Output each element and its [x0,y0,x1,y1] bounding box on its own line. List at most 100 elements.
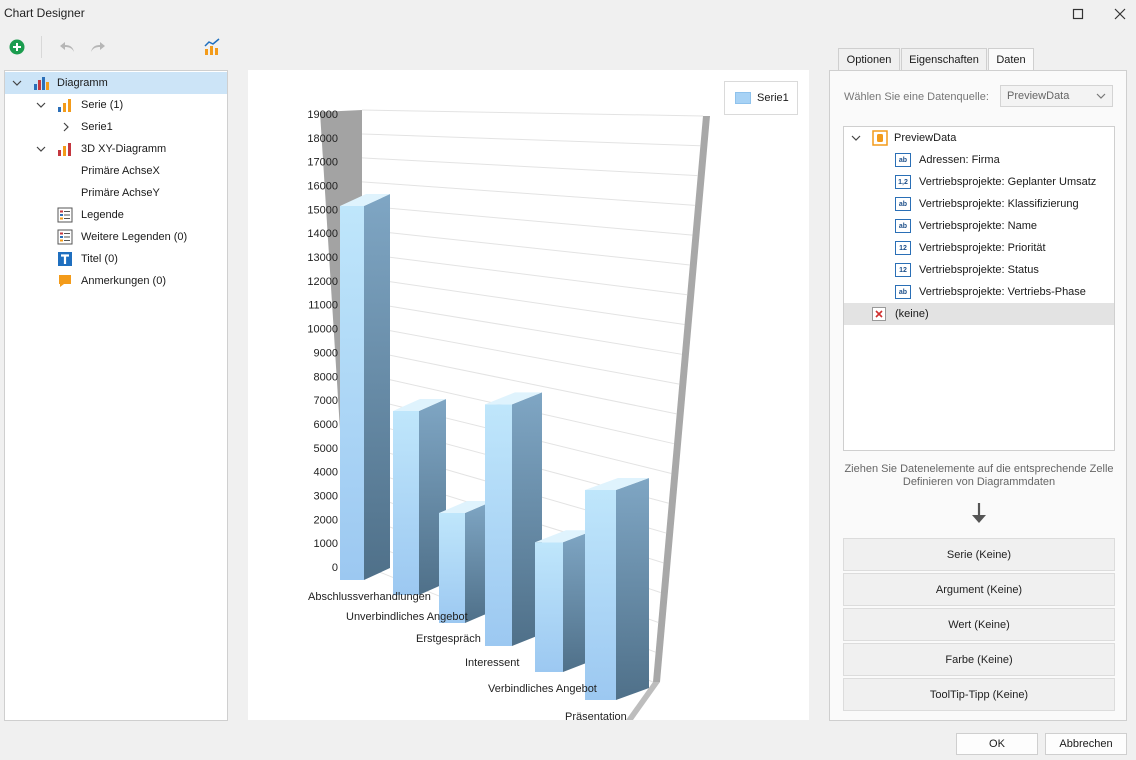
legend-icon [57,229,73,245]
ds-field-status[interactable]: 12 Vertriebsprojekte: Status [844,259,1114,281]
bar-front-0 [340,206,364,580]
ds-root-previewdata[interactable]: PreviewData [844,127,1114,149]
gridline [361,301,683,355]
y-tick-label: 12000 [307,276,338,288]
y-tick-label: 13000 [307,252,338,264]
legend-swatch [735,92,751,104]
tab-eigenschaften[interactable]: Eigenschaften [901,48,987,70]
tree-item-diagramm[interactable]: Diagramm [5,72,227,94]
drop-target-argument[interactable]: Argument (Keine) [843,573,1115,606]
ds-row-label: Vertriebsprojekte: Name [919,220,1037,232]
close-button[interactable] [1100,0,1136,28]
ds-field-vertriebs-phase[interactable]: ab Vertriebsprojekte: Vertriebs-Phase [844,281,1114,303]
datasource-value: PreviewData [1007,90,1070,102]
chart-icon [34,77,49,90]
bar-top-4 [535,530,594,543]
tree-item-anmerkungen[interactable]: Anmerkungen (0) [5,270,227,292]
undo-button[interactable] [56,36,78,58]
string-field-icon: ab [895,153,911,167]
drop-target-serie[interactable]: Serie (Keine) [843,538,1115,571]
tree-item-serie[interactable]: Serie (1) [5,94,227,116]
string-field-icon: ab [895,219,911,233]
chevron-down-icon[interactable] [851,132,861,144]
ds-none[interactable]: (keine) [844,303,1114,325]
element-tree: Diagramm Serie (1) Serie1 3D XY-Diagramm… [4,70,228,721]
redo-button[interactable] [87,36,109,58]
ds-field-adressen-firma[interactable]: ab Adressen: Firma [844,149,1114,171]
tree-item-label: Serie1 [81,121,113,133]
diagram-3d-icon [58,143,71,156]
ds-field-prioritaet[interactable]: 12 Vertriebsprojekte: Priorität [844,237,1114,259]
gridline [361,253,688,296]
tree-item-serie1[interactable]: Serie1 [5,116,227,138]
ds-field-geplanter-umsatz[interactable]: 1,2 Vertriebsprojekte: Geplanter Umsatz [844,171,1114,193]
tree-item-titel[interactable]: Titel (0) [5,248,227,270]
x-category-label: Abschlussverhandlungen [308,591,431,603]
chevron-down-icon[interactable] [35,143,47,155]
undo-icon [60,42,74,52]
datasource-tree: PreviewData ab Adressen: Firma 1,2 Vertr… [843,126,1115,451]
y-tick-label: 10000 [307,324,338,336]
tab-optionen[interactable]: Optionen [838,48,900,70]
legend-icon [57,207,73,223]
bar-side-3 [512,392,542,646]
y-tick-label: 4000 [314,467,338,479]
bar-top-2 [439,501,493,514]
y-tick-label: 14000 [307,228,338,240]
chart-3d-bar: 0 1000 2000 3000 4000 5000 6000 7000 8000 9000 100… [307,109,710,720]
tree-item-3d-diagramm[interactable]: 3D XY-Diagramm [5,138,227,160]
chevron-down-icon[interactable] [11,77,23,89]
tab-daten[interactable]: Daten [988,48,1034,71]
tree-item-legende[interactable]: Legende [5,204,227,226]
chevron-right-icon[interactable] [60,121,72,133]
gridline [361,109,704,117]
drop-target-tooltip[interactable]: ToolTip-Tipp (Keine) [843,678,1115,711]
bar-top-1 [393,399,446,411]
tree-item-achse-x[interactable]: Primäre AchseX [5,160,227,182]
gridline [361,181,696,206]
gridline [361,133,701,147]
window-title: Chart Designer [4,6,85,20]
drop-target-wert[interactable]: Wert (Keine) [843,608,1115,641]
close-icon [1114,8,1126,20]
string-field-icon: ab [895,285,911,299]
gridline [361,277,685,326]
tree-item-weitere-legenden[interactable]: Weitere Legenden (0) [5,226,227,248]
ds-row-label: Vertriebsprojekte: Klassifizierung [919,198,1079,210]
chevron-down-icon[interactable] [35,99,47,111]
drag-hint: Ziehen Sie Datenelemente auf die entspre… [830,463,1128,489]
tree-item-label: Primäre AchseY [81,187,160,199]
y-tick-label: 6000 [314,419,338,431]
tree-item-label: Primäre AchseX [81,165,160,177]
add-icon [9,39,25,55]
chevron-down-icon [1096,89,1106,106]
bar-front-2 [439,513,465,623]
x-category-label: Interessent [465,657,519,669]
ds-field-klassifizierung[interactable]: ab Vertriebsprojekte: Klassifizierung [844,193,1114,215]
chart-wizard-button[interactable] [201,36,223,58]
drop-target-farbe[interactable]: Farbe (Keine) [843,643,1115,676]
maximize-button[interactable] [1058,0,1098,28]
tree-item-label: Anmerkungen (0) [81,275,166,287]
gridline [361,157,698,177]
ok-button[interactable]: OK [956,733,1038,755]
tree-item-achse-y[interactable]: Primäre AchseY [5,182,227,204]
ds-row-label: Vertriebsprojekte: Status [919,264,1039,276]
bar-side-5 [616,478,649,700]
y-tick-label: 3000 [314,490,338,502]
ds-field-name[interactable]: ab Vertriebsprojekte: Name [844,215,1114,237]
cancel-button[interactable]: Abbrechen [1045,733,1127,755]
bar-front-4 [535,542,563,672]
ds-row-label: Vertriebsprojekte: Priorität [919,242,1046,254]
ds-row-label: Vertriebsprojekte: Vertriebs-Phase [919,286,1086,298]
ds-row-label: (keine) [895,308,929,320]
y-tick-label: 1000 [314,538,338,550]
bar-top-0 [340,194,390,206]
add-button[interactable] [6,36,28,58]
chart-side-wall [653,116,710,682]
chart-floor-edge [626,682,660,720]
x-category-label: Unverbindliches Angebot [346,611,468,623]
bar-front-1 [393,411,419,595]
datasource-select[interactable]: PreviewData [1000,85,1113,107]
annotation-icon [59,275,71,287]
